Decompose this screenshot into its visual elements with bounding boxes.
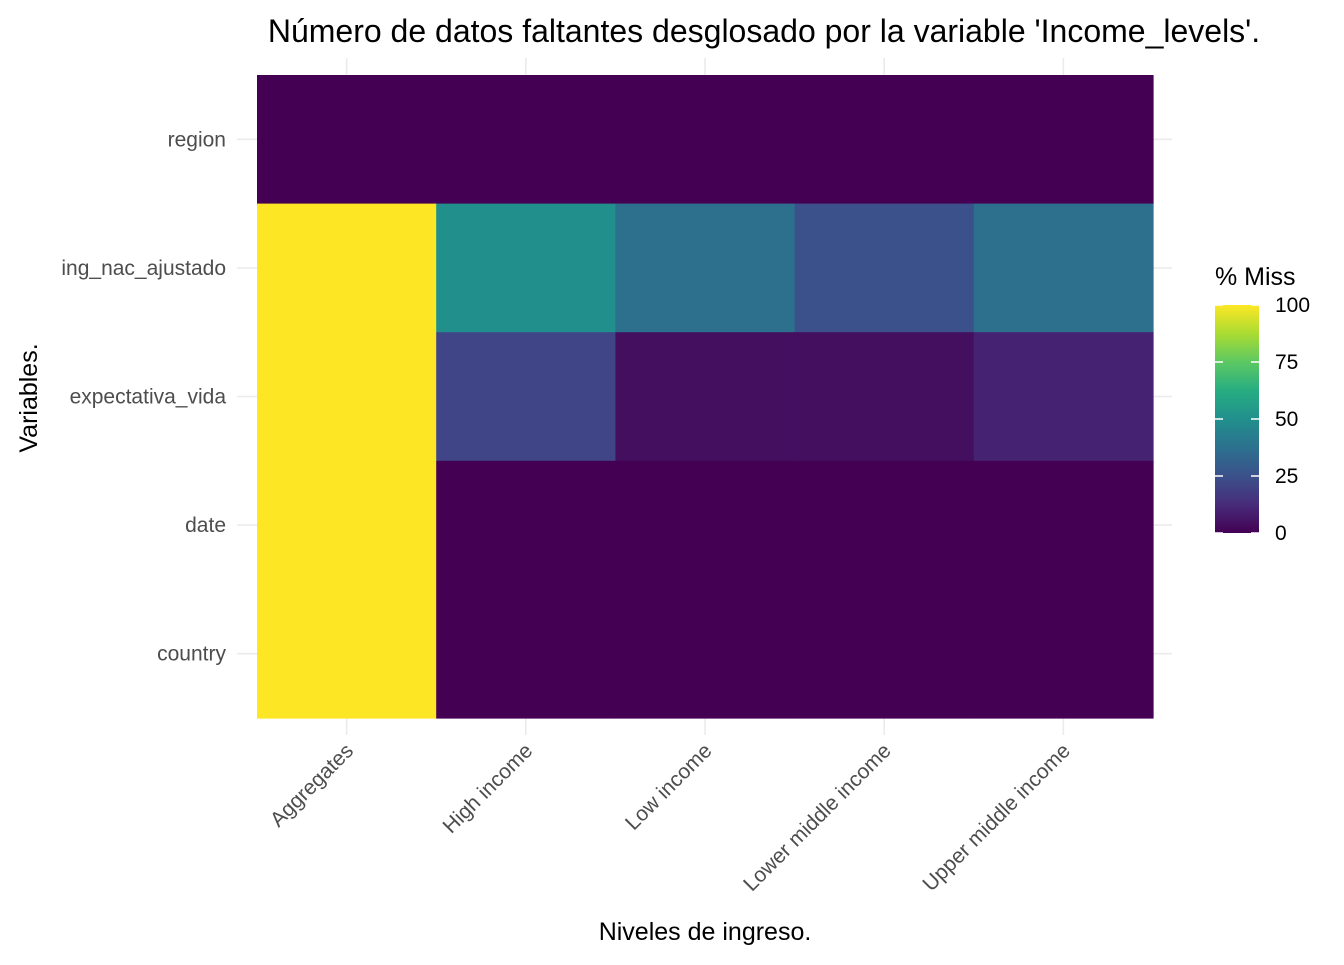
y-tick-labels: region ing_nac_ajustado expectativa_vidada… — [61, 128, 226, 665]
legend-tick-label: 25 — [1275, 465, 1298, 488]
legend-tick-label: 100 — [1275, 294, 1310, 317]
heatmap-cell — [794, 75, 975, 205]
x-tick-label: Lower middle income — [739, 739, 896, 896]
heatmap-cell — [257, 203, 437, 333]
heatmap-cells — [257, 75, 1154, 719]
chart-title: Número de datos faltantes desglosado por… — [268, 13, 1260, 49]
heatmap-cell — [973, 589, 1154, 719]
heatmap-cell — [257, 332, 437, 462]
heatmap-cell — [436, 460, 616, 590]
legend-tick-label: 75 — [1275, 351, 1298, 374]
legend-tick-label: 50 — [1275, 408, 1298, 431]
heatmap-cell — [257, 460, 437, 590]
heatmap-cell — [436, 203, 616, 333]
y-tick-label: region — [168, 128, 226, 151]
heatmap-cell — [615, 332, 796, 462]
x-tick-label: High income — [439, 739, 538, 838]
heatmap-cell — [615, 75, 796, 205]
heatmap-cell — [615, 589, 796, 719]
heatmap-cell — [436, 589, 616, 719]
heatmap-cell — [973, 203, 1154, 333]
heatmap-cell — [973, 460, 1154, 590]
legend-tick-label: 0 — [1275, 522, 1287, 545]
heatmap-cell — [436, 332, 616, 462]
heatmap-cell — [615, 460, 796, 590]
heatmap-cell — [794, 589, 975, 719]
x-axis-title: Niveles de ingreso. — [599, 918, 812, 946]
y-axis-title: Variables. — [15, 343, 43, 452]
y-tick-label: ing_nac_ajustado — [61, 257, 226, 280]
x-tick-label: Low income — [621, 739, 717, 835]
x-tick-label: Aggregates — [266, 739, 358, 831]
y-tick-label: country — [157, 643, 226, 666]
heatmap-cell — [794, 332, 975, 462]
legend-ticks: 0 25 50 75 100 — [1215, 294, 1310, 545]
heatmap-cell — [257, 75, 437, 205]
heatmap-cell — [973, 332, 1154, 462]
heatmap-cell — [257, 589, 437, 719]
heatmap-cell — [973, 75, 1154, 205]
heatmap-cell — [615, 203, 796, 333]
y-tick-label: date — [185, 514, 226, 537]
x-tick-labels: Aggregates High income Low income Lower mid… — [266, 739, 1075, 896]
heatmap-cell — [794, 203, 975, 333]
y-tick-label: expectativa_vida — [70, 386, 227, 409]
color-legend: % Miss 0 25 50 75 100 — [1215, 263, 1310, 545]
heatmap-cell — [794, 460, 975, 590]
legend-title: % Miss — [1215, 263, 1296, 291]
heatmap-cell — [436, 75, 616, 205]
x-tick-label: Upper middle income — [918, 739, 1075, 896]
